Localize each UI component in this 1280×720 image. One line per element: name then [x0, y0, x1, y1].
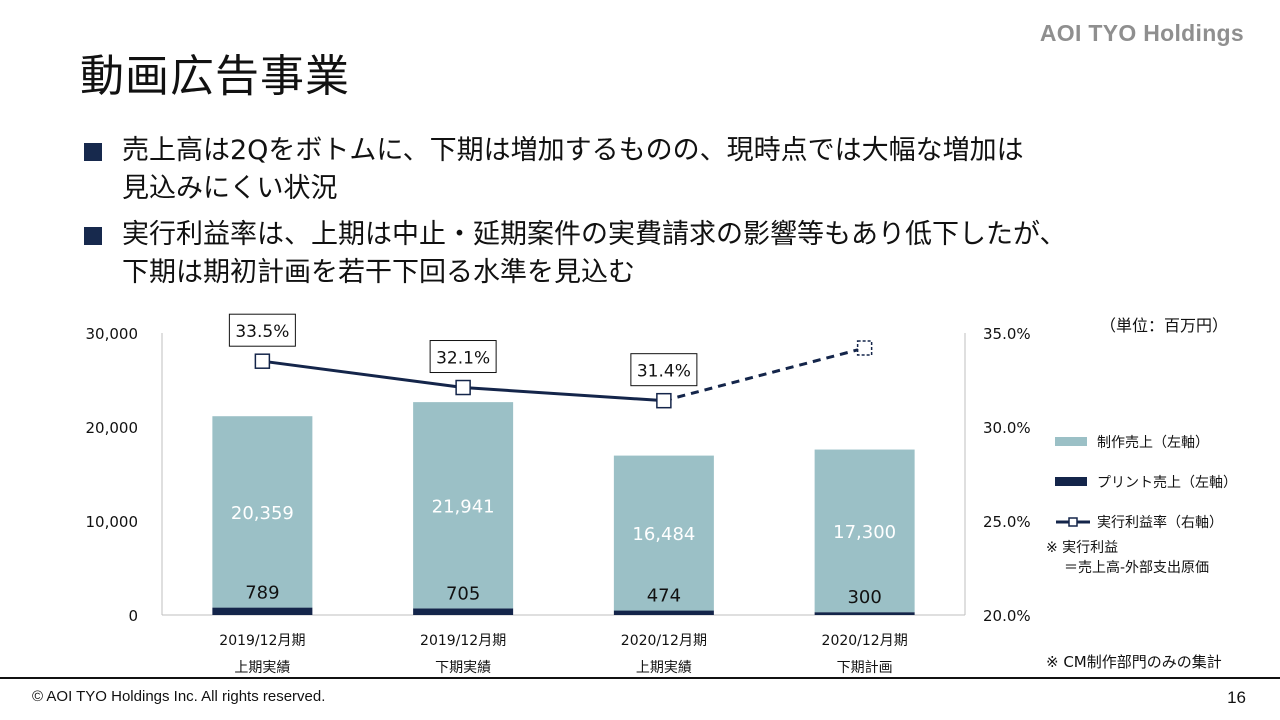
- page-title: 動画広告事業: [80, 51, 350, 102]
- category-label-year: 2019/12月期: [219, 633, 305, 649]
- print-sales-bar: [413, 608, 514, 615]
- production-sales-bar: [814, 449, 915, 613]
- company-logo-text: AOI TYO Holdings: [1039, 20, 1244, 46]
- margin-rate-marker: [656, 392, 672, 409]
- left-tick-label: 0: [128, 607, 138, 625]
- legend-swatch-print: [1055, 477, 1087, 486]
- production-sales-bar: [212, 416, 313, 608]
- footer-divider: [0, 677, 1280, 679]
- production-value-label: 21,941: [432, 496, 495, 517]
- bullet-line: 実行利益率は、上期は中止・延期案件の実費請求の影響等もあり低下したが、: [122, 219, 1067, 250]
- print-value-label: 474: [647, 586, 681, 607]
- bullet-line: 売上高は2Qをボトムに、下期は増加するものの、現時点では大幅な増加は: [122, 135, 1024, 166]
- margin-rate-marker: [254, 353, 271, 369]
- legend-line-marker-icon: [1056, 517, 1090, 527]
- page-number: 16: [1227, 688, 1246, 707]
- bullet-item-margin: 実行利益率は、上期は中止・延期案件の実費請求の影響等もあり低下したが、 下期は期…: [84, 216, 1244, 292]
- production-value-label: 17,300: [833, 522, 896, 543]
- category-label-period: 上期実績: [636, 660, 692, 676]
- left-tick-label: 10,000: [86, 513, 139, 531]
- category-label-year: 2020/12月期: [621, 633, 707, 649]
- bullet-square-icon: [84, 143, 102, 161]
- margin-rate-line-segment: [463, 386, 664, 403]
- margin-rate-marker: [856, 340, 873, 356]
- category-label-period: 下期実績: [435, 660, 491, 676]
- production-value-label: 20,359: [231, 503, 294, 524]
- bullet-line: 下期は期初計画を若干下回る水準を見込む: [122, 257, 635, 288]
- margin-rate-forecast-segment: [663, 346, 866, 403]
- margin-rate-label: 31.4%: [637, 362, 691, 382]
- margin-rate-label-box: [630, 353, 698, 387]
- category-label-year: 2020/12月期: [822, 633, 908, 649]
- production-sales-bar: [413, 402, 514, 609]
- note-scope: ※ CM制作部門のみの集計: [1046, 653, 1222, 671]
- left-tick-label: 20,000: [86, 419, 139, 437]
- legend-label: 実行利益率（右軸）: [1097, 515, 1223, 531]
- margin-rate-marker: [455, 379, 471, 396]
- legend-label: プリント売上（左軸）: [1097, 475, 1237, 491]
- legend-swatch-production: [1055, 437, 1087, 446]
- print-value-label: 300: [847, 587, 881, 608]
- left-tick-label: 30,000: [86, 325, 139, 343]
- production-sales-bar: [613, 455, 714, 611]
- margin-rate-label: 32.1%: [436, 349, 490, 369]
- right-tick-label: 30.0%: [983, 419, 1031, 437]
- print-value-label: 789: [245, 583, 279, 604]
- print-sales-bar: [814, 612, 915, 615]
- category-label-period: 下期計画: [837, 660, 893, 676]
- bullet-list: 売上高は2Qをボトムに、下期は増加するものの、現時点では大幅な増加は 見込みにく…: [84, 132, 1244, 300]
- print-sales-bar: [613, 610, 714, 615]
- print-value-label: 705: [446, 583, 480, 604]
- bullet-square-icon: [84, 227, 102, 245]
- legend-label: 制作売上（左軸）: [1097, 435, 1209, 451]
- category-label-year: 2019/12月期: [420, 633, 506, 649]
- bullet-item-sales: 売上高は2Qをボトムに、下期は増加するものの、現時点では大幅な増加は 見込みにく…: [84, 132, 1244, 208]
- production-value-label: 16,484: [632, 524, 695, 545]
- margin-rate-label-box: [228, 313, 296, 347]
- category-label-period: 上期実績: [234, 660, 290, 676]
- copyright-text: © AOI TYO Holdings Inc. All rights reser…: [32, 688, 326, 705]
- note-line: ※ 実行利益: [1046, 540, 1119, 556]
- right-tick-label: 20.0%: [983, 607, 1031, 625]
- right-tick-label: 35.0%: [983, 325, 1031, 343]
- note-profit-definition: ※ 実行利益 ＝売上高-外部支出原価: [1046, 538, 1209, 578]
- margin-rate-label: 33.5%: [235, 322, 289, 342]
- print-sales-bar: [212, 607, 313, 615]
- right-tick-label: 25.0%: [983, 513, 1031, 531]
- note-line: ＝売上高-外部支出原価: [1064, 560, 1210, 576]
- margin-rate-label-box: [429, 340, 497, 374]
- bullet-line: 見込みにくい状況: [122, 173, 338, 204]
- unit-label: （単位：百万円）: [1099, 316, 1228, 335]
- margin-rate-line-segment: [262, 359, 464, 390]
